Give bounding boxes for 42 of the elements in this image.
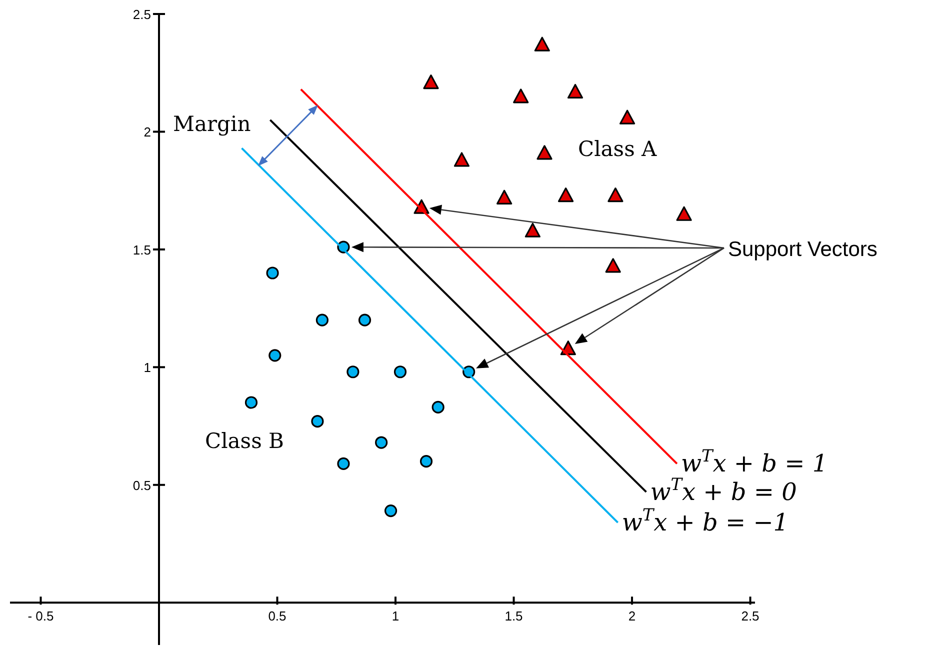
- point: [676, 206, 692, 221]
- point: [384, 504, 398, 518]
- series-label: Class A: [578, 137, 658, 161]
- x-tick-label: 0.5: [268, 608, 286, 624]
- point: [420, 455, 433, 468]
- point: [567, 84, 584, 98]
- point: [394, 366, 407, 378]
- point: [311, 415, 324, 428]
- x-tick-label: 2: [628, 608, 636, 624]
- annotation: Support Vectors: [728, 238, 878, 261]
- y-tick-label: 1: [144, 360, 151, 376]
- y-tick-label: 0.5: [132, 478, 151, 493]
- point: [375, 436, 388, 449]
- y-tick-label: 2: [144, 124, 151, 140]
- x-tick-label: - 0.5: [28, 608, 54, 624]
- point: [608, 187, 624, 202]
- x-tick-label: 2.5: [741, 608, 760, 624]
- y-tick-label: 2.5: [132, 7, 151, 22]
- point: [536, 145, 552, 160]
- y-tick-label: 1.5: [132, 242, 151, 258]
- point: [524, 222, 540, 238]
- point: [358, 314, 372, 326]
- point: [454, 152, 470, 167]
- point: [496, 190, 512, 204]
- x-tick-label: 1: [392, 608, 400, 624]
- point: [534, 36, 550, 52]
- x-tick-label: 1.5: [504, 608, 523, 624]
- point: [619, 110, 636, 124]
- point: [346, 366, 360, 378]
- point: [316, 314, 328, 326]
- point: [423, 74, 439, 90]
- point: [337, 457, 350, 470]
- point: [432, 400, 444, 414]
- point: [244, 396, 258, 409]
- series-label: Class B: [205, 429, 284, 453]
- point: [605, 258, 621, 273]
- point: [513, 88, 529, 104]
- annotation: Margin: [173, 112, 251, 136]
- series-label: w$^{T}$x + b = −1: [622, 504, 789, 537]
- point: [268, 349, 282, 362]
- point: [266, 266, 279, 280]
- point: [558, 187, 574, 202]
